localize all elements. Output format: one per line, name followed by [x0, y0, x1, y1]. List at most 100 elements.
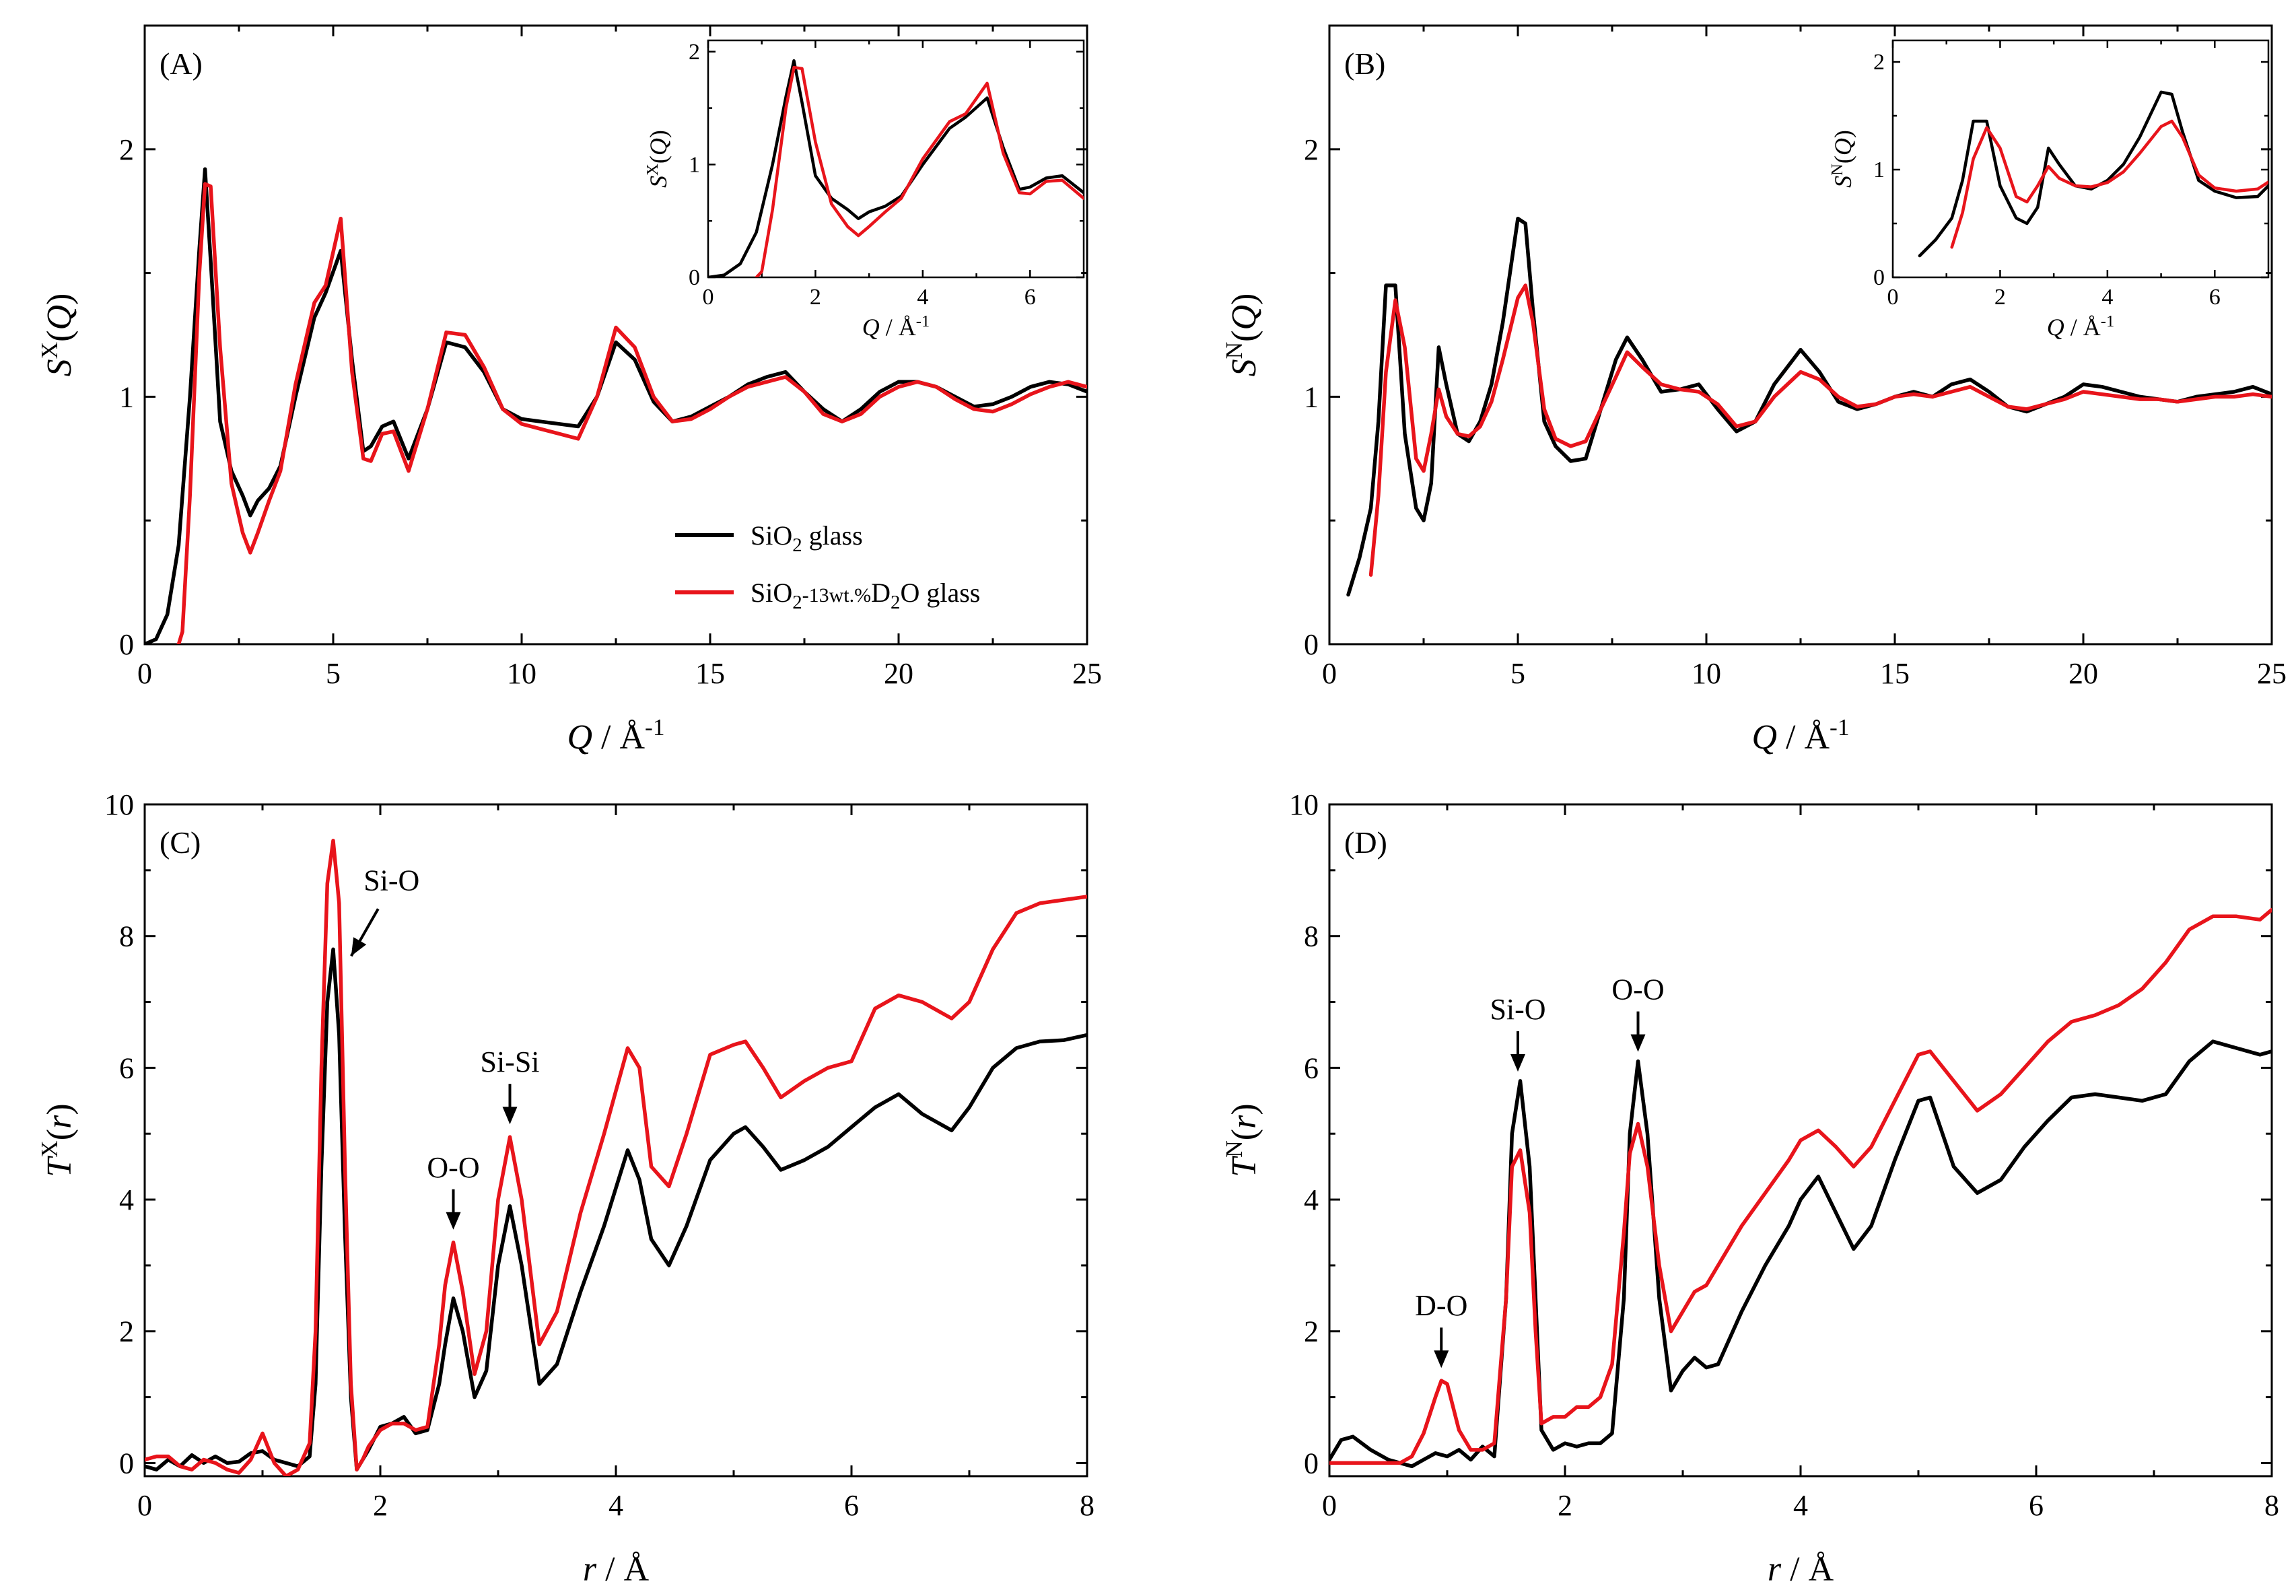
panel-d-ylabel: TN(r)	[1220, 1103, 1263, 1177]
panel-c-label: (C)	[160, 825, 201, 860]
panel-c-ytick-label: 10	[104, 788, 134, 821]
panel-b-inset: 0 2 4 6 0 1 2 Q / Å-1 SN(Q)	[1828, 39, 2270, 341]
panel-a-inset-ylabel: SX(Q)	[643, 130, 672, 188]
panel-d-arrow-head	[1434, 1350, 1449, 1368]
panel-d-arrow-head	[1510, 1053, 1525, 1072]
panel-d-label: (D)	[1344, 825, 1387, 860]
panel-b-ytick-label: 1	[1304, 380, 1319, 413]
panel-b-ytick-label: 0	[1304, 628, 1319, 661]
panel-b-xtick-label: 15	[1880, 657, 1910, 690]
panel-a-inset-series-sio2-d2o	[755, 65, 1084, 277]
panel-a-ytick-label: 0	[119, 628, 134, 661]
panel-b-xtick-label: 5	[1510, 657, 1525, 690]
panel-c-ytick-label: 0	[119, 1447, 134, 1480]
panel-d: 0 2 4 6 8 0 2 4 6 8 10 r / Å TN(r) (D) D-O Si-O O-O	[1220, 788, 2279, 1589]
panel-d-annotation-label: Si-O	[1490, 993, 1545, 1026]
panel-a-ytick-label: 2	[119, 133, 134, 166]
panel-d-ytick-label: 6	[1304, 1051, 1319, 1084]
panel-a-xtick-label: 25	[1072, 657, 1102, 690]
panel-b-inset-series-sio2-d2o	[1950, 119, 2268, 249]
panel-c-xtick-label: 4	[608, 1489, 623, 1522]
panel-a-inset-series-sio2	[708, 59, 1084, 277]
panel-b-series-sio2	[1346, 216, 2272, 597]
panel-a-series-sio2	[145, 167, 1087, 644]
panel-b-inset-xtick-label: 0	[1887, 285, 1899, 310]
panel-b-inset-ylabel: SN(Q)	[1828, 130, 1856, 188]
panel-b-inset-xlabel: Q / Å-1	[2047, 312, 2114, 341]
panel-d-ytick-label: 2	[1304, 1315, 1319, 1348]
panel-c-ytick-label: 2	[119, 1315, 134, 1348]
panel-b-ytick-label: 2	[1304, 133, 1319, 166]
panel-c-xtick-label: 6	[844, 1489, 859, 1522]
panel-a-inset-ytick-label: 0	[689, 265, 700, 290]
panel-a-xtick-label: 5	[326, 657, 341, 690]
panel-c-arrow-head	[502, 1107, 518, 1125]
panel-d-series-sio2	[1329, 1039, 2272, 1469]
panel-a-xtick-label: 20	[884, 657, 913, 690]
panel-c-ytick-label: 8	[119, 920, 134, 953]
panel-a-xtick-label: 10	[507, 657, 536, 690]
panel-a-label: (A)	[160, 46, 203, 81]
panel-b-xlabel: Q / Å-1	[1751, 714, 1849, 757]
panel-c-xtick-label: 8	[1080, 1489, 1094, 1522]
panel-c-annotation-label: Si-O	[363, 864, 419, 897]
panel-a-xtick-label: 0	[137, 657, 152, 690]
panel-c-series-sio2-d2o	[145, 839, 1087, 1476]
panel-b-label: (B)	[1344, 46, 1385, 81]
panel-a-inset-xtick-label: 6	[1024, 285, 1036, 310]
panel-b-xtick-label: 25	[2257, 657, 2287, 690]
panel-b-inset-frame	[1891, 39, 2270, 279]
panel-b-inset-ytick-label: 0	[1873, 265, 1885, 290]
panel-d-ytick-label: 4	[1304, 1183, 1319, 1216]
panel-a-inset-ytick-label: 2	[689, 40, 700, 65]
panel-c-arrow-head	[446, 1212, 461, 1230]
panel-d-xlabel: r / Å	[1768, 1550, 1834, 1589]
panel-c-ylabel: TX(r)	[36, 1103, 79, 1177]
panel-a-ylabel: SX(Q)	[36, 293, 79, 377]
panel-b-inset-xtick-label: 6	[2209, 285, 2221, 310]
panel-d-annotation-label: D-O	[1415, 1289, 1467, 1322]
panel-d-series-sio2-d2o	[1329, 907, 2272, 1465]
panel-d-ytick-label: 10	[1289, 788, 1319, 821]
panel-d-annotation-label: O-O	[1611, 973, 1664, 1006]
panel-d-ytick-label: 8	[1304, 920, 1319, 953]
panel-c-xtick-label: 2	[373, 1489, 388, 1522]
panel-b-inset-ytick-label: 1	[1873, 158, 1885, 182]
panel-a-xtick-label: 15	[695, 657, 725, 690]
panel-c-ytick-label: 4	[119, 1183, 134, 1216]
panel-a-inset-frame	[707, 39, 1085, 279]
panel-b-inset-xtick-label: 2	[1994, 285, 2006, 310]
panel-a-inset-ytick-label: 1	[689, 152, 700, 177]
panel-d-xtick-label: 6	[2029, 1489, 2044, 1522]
panel-b-xtick-label: 20	[2068, 657, 2098, 690]
panel-b: 0 5 10 15 20 25 0 1 2 Q / Å-1 SN(Q) (B) 0 2 4 6 0 1 2 Q / Å…	[1220, 24, 2287, 757]
panel-c-annotation-label: Si-Si	[480, 1045, 539, 1078]
panel-a-inset-xtick-label: 0	[703, 285, 714, 310]
panel-d-ytick-label: 0	[1304, 1447, 1319, 1480]
panel-d-xtick-label: 0	[1322, 1489, 1337, 1522]
panel-c-xlabel: r / Å	[583, 1550, 650, 1589]
panel-a-xlabel: Q / Å-1	[567, 714, 664, 757]
panel-c-ytick-label: 6	[119, 1051, 134, 1084]
panel-a-legend-entry: SiO2-13wt.%D2O glass	[751, 578, 980, 613]
panel-a-series-sio2-d2o	[176, 182, 1087, 644]
panel-c-xtick-label: 0	[137, 1489, 152, 1522]
panel-d-xtick-label: 4	[1793, 1489, 1808, 1522]
panel-a-inset-xtick-label: 2	[810, 285, 821, 310]
panel-c-arrow-head	[351, 937, 367, 957]
panel-b-inset-series-sio2	[1918, 90, 2268, 258]
panel-c: 0 2 4 6 8 0 2 4 6 8 10 r / Å TX(r) (C) Si-O O-O Si-Si	[36, 788, 1094, 1589]
panel-b-series-sio2-d2o	[1368, 283, 2272, 577]
panel-b-xtick-label: 10	[1692, 657, 1721, 690]
panel-a-inset-xtick-label: 4	[917, 285, 928, 310]
panel-d-arrow-head	[1630, 1034, 1646, 1052]
panel-b-inset-xtick-label: 4	[2101, 285, 2113, 310]
panel-a-legend-entry: SiO2 glass	[751, 520, 863, 556]
panel-b-ylabel: SN(Q)	[1220, 293, 1263, 377]
panel-a-ytick-label: 1	[119, 380, 134, 413]
panel-d-xtick-label: 2	[1558, 1489, 1572, 1522]
panel-a-inset: 0 2 4 6 0 1 2 Q / Å-1 SX(Q)	[643, 39, 1085, 341]
